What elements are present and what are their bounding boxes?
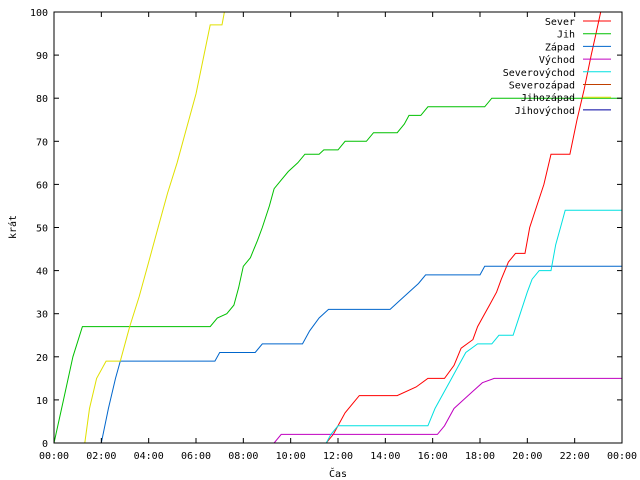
y-axis-title: krát — [7, 215, 19, 239]
x-tick-label: 06:00 — [181, 451, 211, 462]
x-tick-label: 14:00 — [370, 451, 400, 462]
y-tick-label: 80 — [36, 94, 48, 105]
axis-ticks: 0 10 20 30 40 50 60 70 80 90 100 00:00 02:00 04:00 06:… — [30, 8, 637, 462]
x-tick-label: 00:00 — [39, 451, 69, 462]
y-tick-label: 30 — [36, 310, 48, 321]
x-tick-label: 22:00 — [560, 451, 590, 462]
x-tick-label: 18:00 — [465, 451, 495, 462]
series-line-sever — [54, 11, 602, 444]
legend-label: Východ — [539, 54, 575, 66]
legend-label: Západ — [545, 41, 575, 53]
x-tick-label: 00:00 — [607, 451, 637, 462]
x-tick-label: 10:00 — [276, 451, 306, 462]
x-tick-label: 12:00 — [323, 451, 353, 462]
y-tick-label: 10 — [36, 396, 48, 407]
y-tick-label: 100 — [30, 8, 48, 19]
series-line-západ — [54, 265, 622, 444]
series-layer — [53, 11, 622, 444]
x-tick-label: 04:00 — [134, 451, 164, 462]
x-tick-label: 16:00 — [418, 451, 448, 462]
legend-label: Jihovýchod — [515, 105, 575, 117]
series-line-jihozápad — [54, 11, 225, 444]
series-line-jih — [53, 97, 622, 444]
legend-label: Jih — [557, 30, 575, 41]
legend-label: Jihozápad — [521, 92, 575, 104]
y-tick-label: 0 — [42, 439, 48, 450]
legend-label: Sever — [545, 17, 575, 28]
y-tick-label: 40 — [36, 267, 48, 278]
y-tick-label: 60 — [36, 180, 48, 191]
x-tick-label: 02:00 — [86, 451, 116, 462]
x-tick-label: 20:00 — [512, 451, 542, 462]
legend-label: Severovýchod — [503, 67, 575, 79]
y-tick-label: 20 — [36, 353, 48, 364]
legend-label: Severozápad — [509, 80, 575, 92]
y-tick-label: 70 — [36, 137, 48, 148]
y-tick-label: 50 — [36, 224, 48, 235]
x-axis-title: Čas — [329, 467, 347, 480]
legend: Sever JihZápadVýchodSeverovýchodSeverozáp… — [503, 17, 611, 117]
series-line-severovýchod — [54, 209, 622, 444]
y-tick-label: 90 — [36, 51, 48, 62]
series-line-východ — [54, 377, 622, 444]
x-tick-label: 08:00 — [228, 451, 258, 462]
